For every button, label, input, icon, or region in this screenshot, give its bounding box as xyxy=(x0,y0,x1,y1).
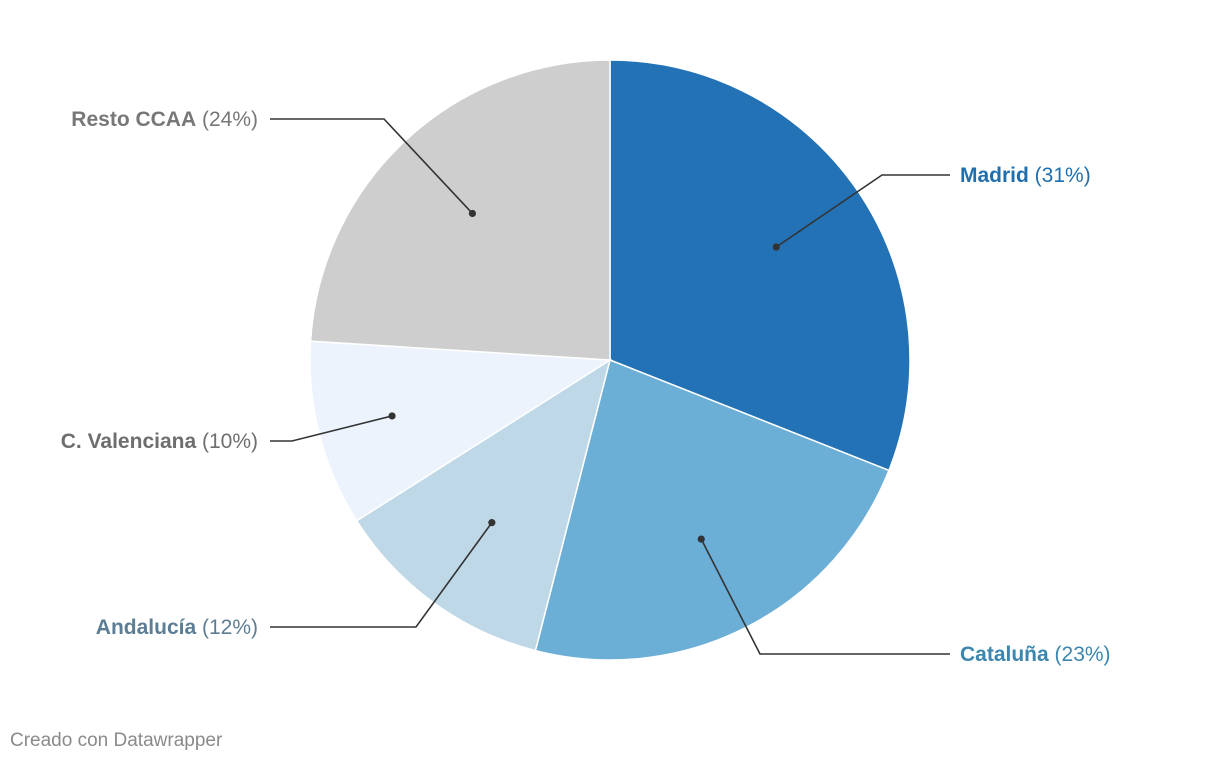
slice-label-percent: (12%) xyxy=(196,616,258,639)
slice-label: C. Valenciana (10%) xyxy=(61,430,258,453)
leader-line xyxy=(700,538,950,655)
pie-slice-resto-ccaa xyxy=(309,59,611,361)
slice-label: Cataluña (23%) xyxy=(960,643,1111,666)
leader-dot xyxy=(697,535,705,543)
slice-label-name: Resto CCAA xyxy=(71,108,196,131)
leader-dot xyxy=(488,519,496,527)
leader-line xyxy=(270,415,393,442)
leader-dot xyxy=(772,243,780,251)
leader-line xyxy=(775,174,950,248)
leader-line xyxy=(270,118,473,215)
slice-label: Resto CCAA (24%) xyxy=(71,108,258,131)
slice-labels: Madrid (31%) Cataluña (23%) Andalucía (12%… xyxy=(61,108,1111,666)
slice-label-percent: (23%) xyxy=(1049,643,1111,666)
leader-line xyxy=(270,522,493,628)
slice-label-name: Cataluña xyxy=(960,643,1049,666)
slice-label-name: C. Valenciana xyxy=(61,430,197,453)
slice-label: Madrid (31%) xyxy=(960,164,1091,187)
leader-lines xyxy=(270,118,950,655)
slice-label: Andalucía (12%) xyxy=(96,616,258,639)
leader-dot xyxy=(468,209,477,218)
slice-label-percent: (31%) xyxy=(1029,164,1091,187)
credit-text: Creado con Datawrapper xyxy=(10,730,223,751)
slice-label-percent: (10%) xyxy=(196,430,258,453)
slice-label-name: Andalucía xyxy=(96,616,197,639)
pie-slices xyxy=(309,59,911,661)
slice-label-percent: (24%) xyxy=(196,108,258,131)
slice-label-name: Madrid xyxy=(960,164,1029,187)
leader-dot xyxy=(388,412,396,420)
